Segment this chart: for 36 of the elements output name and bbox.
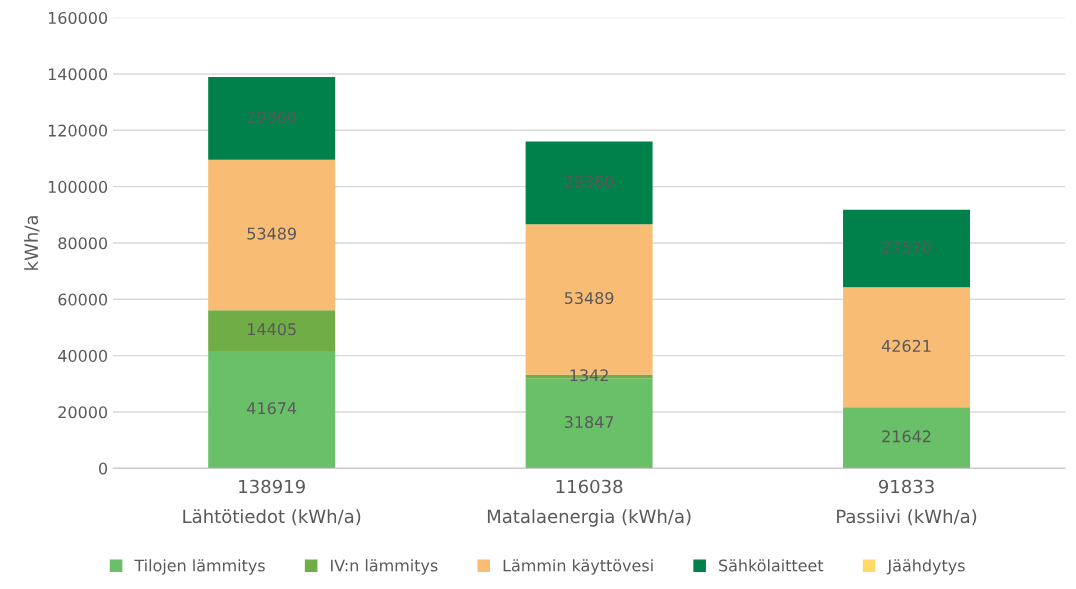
bar	[208, 77, 336, 160]
x-tick-label: 116038 Matalaenergia (kWh/a)	[487, 479, 691, 527]
bar	[843, 407, 971, 469]
y-tick-label: 20000	[58, 406, 108, 419]
data-label: 53489	[247, 227, 296, 240]
y-tick-label: 40000	[58, 349, 108, 362]
x-tick-label: 91833 Passiivi (kWh/a)	[837, 479, 977, 526]
legend-label: Tilojen lämmitys	[134, 559, 265, 575]
y-tick-label: 80000	[58, 237, 108, 250]
bar	[208, 159, 336, 311]
data-label: 42621	[881, 339, 931, 352]
y-axis-title: kWh/a	[24, 216, 40, 270]
legend-label: Jäähdytys	[886, 559, 965, 575]
bar	[843, 209, 971, 288]
data-label: 21642	[882, 430, 931, 443]
legend-label: IV:n lämmitys	[331, 559, 438, 575]
data-label: 53489	[564, 292, 614, 305]
legend-label: Lämmin käyttövesi	[503, 559, 653, 575]
x-tick-label: 138919 Lähtötiedot (kWh/a)	[183, 479, 361, 526]
bar	[843, 287, 971, 408]
bar	[525, 141, 653, 225]
bar	[208, 350, 336, 469]
y-tick-label: 0	[99, 462, 108, 475]
data-label: 14405	[248, 323, 296, 336]
y-tick-label: 140000	[48, 68, 108, 81]
y-tick-label: 100000	[48, 180, 108, 193]
legend-label: Sähkölaitteet	[719, 559, 824, 572]
data-label: 29360	[564, 175, 614, 188]
y-tick-label: 120000	[48, 124, 108, 137]
data-label: 41674	[247, 402, 297, 415]
data-label: 31847	[564, 415, 614, 429]
data-label: 27570	[882, 241, 931, 254]
y-tick-label: 60000	[58, 293, 108, 306]
bar	[208, 310, 336, 351]
y-tick-label: 160000	[48, 11, 108, 24]
data-label: 29360	[247, 110, 297, 123]
